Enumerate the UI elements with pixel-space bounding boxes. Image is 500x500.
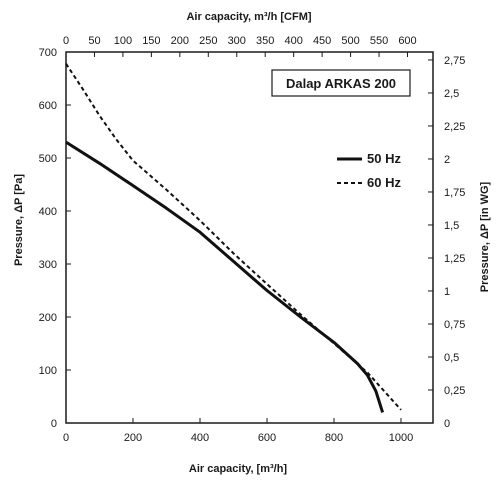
y2-tick-label: 1,25 (444, 253, 465, 265)
x-tick-label: 0 (63, 432, 69, 444)
x-tick-label: 200 (124, 432, 142, 444)
y2-tick-label: 2,5 (444, 88, 459, 100)
y2-tick-label: 0,25 (444, 385, 465, 397)
y2-tick-label: 0,75 (444, 319, 465, 331)
y2-tick-label: 2 (444, 154, 450, 166)
y2-tick-label: 2,25 (444, 121, 465, 133)
y2-tick-label: 1,5 (444, 220, 459, 232)
model-label-box: Dalap ARKAS 200 (271, 69, 411, 97)
y-tick-label: 200 (39, 312, 57, 324)
x2-tick-label: 250 (199, 35, 217, 47)
legend-label-50hz: 50 Hz (367, 151, 401, 166)
y-tick-label: 100 (39, 365, 57, 377)
y2-axis-title: Pressure, ΔP [in WG] (479, 181, 491, 292)
x2-tick-label: 50 (88, 35, 100, 47)
y2-tick-label: 1 (444, 286, 450, 298)
right-axis-ticks: 0 0,25 0,5 0,75 1 1,25 1,5 1,75 2 2,25 2,5 2,75 (428, 55, 465, 430)
y2-tick-label: 1,75 (444, 187, 465, 199)
x-tick-label: 400 (191, 432, 209, 444)
x2-tick-label: 450 (313, 35, 331, 47)
legend: 50 Hz 60 Hz (330, 145, 411, 197)
y2-tick-label: 2,75 (444, 55, 465, 67)
legend-label-60hz: 60 Hz (367, 175, 401, 190)
x-tick-label: 600 (258, 432, 276, 444)
x-tick-label: 1000 (389, 432, 413, 444)
x2-tick-label: 200 (171, 35, 189, 47)
y-tick-label: 400 (39, 206, 57, 218)
x2-tick-label: 150 (142, 35, 160, 47)
y-axis-title: Pressure, ΔP [Pa] (13, 174, 25, 266)
y2-tick-label: 0,5 (444, 352, 459, 364)
x2-tick-label: 0 (63, 35, 69, 47)
x-tick-label: 800 (325, 432, 343, 444)
x2-tick-label: 600 (398, 35, 416, 47)
x2-tick-label: 400 (284, 35, 302, 47)
y-tick-label: 300 (39, 259, 57, 271)
y2-tick-label: 0 (444, 418, 450, 430)
x2-tick-label: 350 (256, 35, 274, 47)
x2-tick-label: 550 (370, 35, 388, 47)
x2-tick-label: 500 (341, 35, 359, 47)
series-layer (65, 63, 402, 413)
plot-frame (65, 51, 434, 424)
top-axis-ticks: 0 50 100 150 200 250 300 350 400 450 500 550 600 (63, 35, 417, 57)
series-line-60hz (65, 63, 402, 411)
legend-box (330, 145, 411, 197)
y-tick-label: 0 (51, 418, 57, 430)
y-axis-ticks: 0 100 200 300 400 500 600 700 (39, 47, 71, 430)
x-axis-ticks: 0 200 400 600 800 1000 (63, 418, 413, 444)
x2-tick-label: 100 (114, 35, 132, 47)
x-axis-title: Air capacity, [m³/h] (189, 463, 288, 475)
y-tick-label: 700 (39, 47, 57, 59)
x2-tick-label: 300 (228, 35, 246, 47)
model-title: Dalap ARKAS 200 (286, 76, 396, 91)
x2-axis-title: Air capacity, m³/h [CFM] (186, 11, 311, 23)
y-tick-label: 500 (39, 153, 57, 165)
y-tick-label: 600 (39, 100, 57, 112)
